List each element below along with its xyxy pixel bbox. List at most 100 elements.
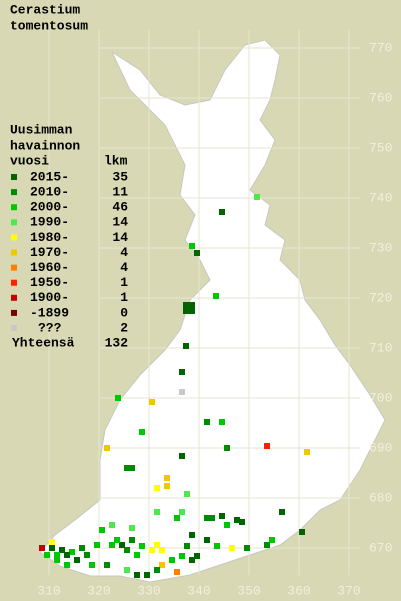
- observation-square: [129, 525, 135, 531]
- observation-square: [64, 562, 70, 568]
- observation-square: [49, 539, 55, 545]
- observation-square: [299, 529, 305, 535]
- observation-square: [94, 542, 100, 548]
- observation-square: [179, 369, 185, 375]
- legend-heading: vuosi: [10, 153, 49, 168]
- observation-square: [154, 509, 160, 515]
- observation-square: [69, 549, 75, 555]
- observation-square: [269, 537, 275, 543]
- observation-square: [104, 445, 110, 451]
- legend-label: 2015-: [30, 169, 69, 184]
- observation-square: [279, 509, 285, 515]
- y-grid-label: 710: [369, 340, 392, 355]
- observation-square: [59, 547, 65, 553]
- observation-square: [119, 542, 125, 548]
- observation-square: [149, 399, 155, 405]
- observation-square: [74, 557, 80, 563]
- observation-square: [49, 545, 55, 551]
- legend-swatch: [11, 325, 17, 331]
- observation-square: [104, 562, 110, 568]
- observation-square: [124, 567, 130, 573]
- legend-count: 11: [112, 185, 128, 200]
- observation-square: [213, 293, 219, 299]
- legend-label: 1960-: [30, 260, 69, 275]
- observation-square: [164, 475, 170, 481]
- observation-square: [244, 545, 250, 551]
- observation-square: [219, 209, 225, 215]
- observation-square: [204, 515, 210, 521]
- y-grid-label: 680: [369, 490, 392, 505]
- observation-square: [239, 519, 245, 525]
- observations: [39, 194, 310, 578]
- observation-square: [183, 308, 189, 314]
- observation-square: [124, 547, 130, 553]
- observation-square: [149, 547, 155, 553]
- observation-square: [114, 537, 120, 543]
- observation-square: [174, 569, 180, 575]
- legend-count: 0: [120, 305, 128, 320]
- total-label: Yhteensä: [12, 335, 75, 350]
- total-count: 132: [105, 335, 129, 350]
- legend-heading: Uusimman: [10, 122, 73, 137]
- legend-label: 1980-: [30, 230, 69, 245]
- observation-square: [219, 513, 225, 519]
- observation-square: [134, 552, 140, 558]
- observation-square: [214, 543, 220, 549]
- observation-square: [264, 443, 270, 449]
- x-grid-label: 340: [187, 583, 210, 598]
- legend-swatch: [11, 174, 17, 180]
- observation-square: [189, 532, 195, 538]
- observation-square: [54, 557, 60, 563]
- observation-square: [304, 449, 310, 455]
- observation-square: [189, 308, 195, 314]
- title: tomentosum: [10, 18, 88, 33]
- observation-square: [179, 389, 185, 395]
- grid: 310 320 330 340 350 360 3707707607507407307207…: [37, 30, 392, 598]
- observation-square: [219, 419, 225, 425]
- observation-square: [109, 522, 115, 528]
- observation-square: [159, 547, 165, 553]
- legend-swatch: [11, 189, 17, 196]
- observation-square: [189, 243, 195, 249]
- legend-count: 1: [120, 275, 128, 290]
- observation-square: [79, 545, 85, 551]
- observation-square: [54, 552, 60, 558]
- legend-count: 4: [120, 260, 128, 275]
- observation-square: [84, 552, 90, 558]
- y-grid-label: 760: [369, 90, 392, 105]
- observation-square: [99, 527, 105, 533]
- observation-square: [154, 567, 160, 573]
- legend-count: 2: [120, 320, 128, 335]
- legend-swatch: [11, 264, 17, 271]
- observation-square: [254, 194, 260, 200]
- x-grid-label: 360: [287, 583, 310, 598]
- observation-square: [179, 453, 185, 459]
- observation-square: [115, 395, 121, 401]
- legend-heading: havainnon: [10, 138, 80, 153]
- legend-label: 1900-: [30, 290, 69, 305]
- observation-square: [174, 515, 180, 521]
- legend-heading: lkm: [104, 153, 128, 168]
- observation-square: [229, 545, 235, 551]
- observation-square: [89, 562, 95, 568]
- observation-square: [154, 542, 160, 548]
- observation-square: [109, 542, 115, 548]
- observation-square: [129, 465, 135, 471]
- observation-square: [39, 545, 45, 551]
- legend-swatch: [11, 309, 17, 316]
- y-grid-label: 700: [369, 390, 392, 405]
- y-grid-label: 670: [369, 540, 392, 555]
- legend-swatch: [11, 219, 17, 226]
- observation-square: [209, 515, 215, 521]
- observation-square: [264, 542, 270, 548]
- observation-square: [124, 465, 130, 471]
- legend-swatch: [11, 204, 17, 211]
- legend-label: ???: [38, 320, 62, 335]
- legend-label: 1990-: [30, 215, 69, 230]
- legend-swatch: [11, 279, 17, 286]
- observation-square: [194, 553, 200, 559]
- finland-outline: [39, 39, 386, 583]
- observation-square: [189, 557, 195, 563]
